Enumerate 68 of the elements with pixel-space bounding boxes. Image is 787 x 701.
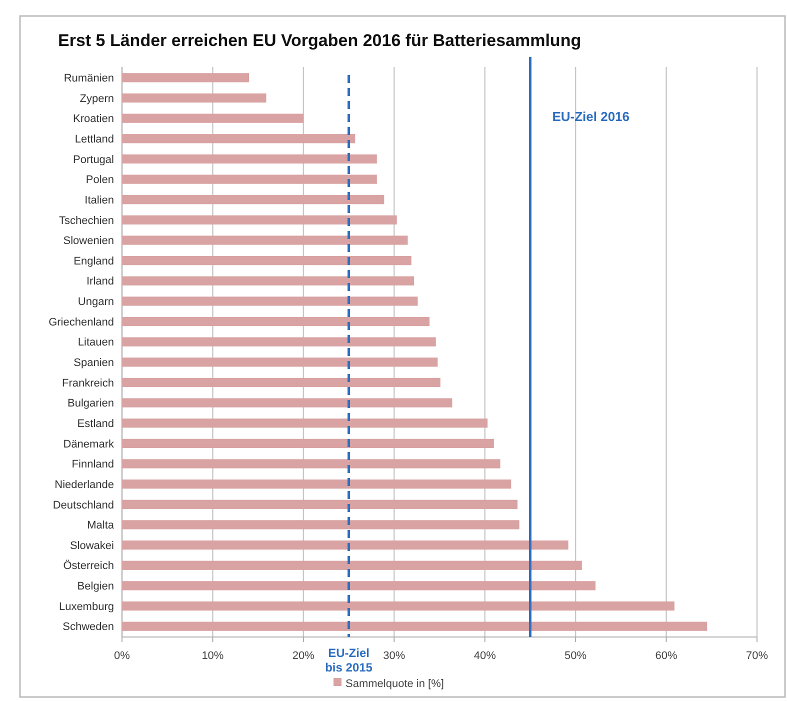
bar (122, 134, 356, 144)
bar (122, 459, 500, 468)
bar (122, 581, 596, 590)
y-tick-label: Ungarn (78, 296, 114, 308)
ref-line-label: EU-Ziel 2016 (552, 109, 630, 124)
y-tick-label: Niederlande (54, 478, 114, 491)
bar (122, 378, 440, 388)
bar (122, 236, 408, 245)
bar (122, 296, 418, 306)
y-tick-label: England (74, 255, 114, 268)
y-tick-label: Irland (86, 276, 114, 288)
y-tick-label: Österreich (63, 559, 114, 572)
y-tick-label: Polen (86, 174, 114, 186)
y-tick-label: Luxemburg (58, 600, 114, 613)
bar (122, 560, 582, 570)
x-tick-label: 10% (202, 650, 224, 662)
y-tick-label: Rumänien (64, 72, 114, 85)
y-tick-label: Litauen (78, 336, 114, 349)
chart-title: Erst 5 Länder erreichen EU Vorgaben 2016 für Batteriesammlung (58, 31, 582, 50)
y-tick-label: Estland (77, 418, 114, 430)
bar (122, 93, 266, 103)
legend-label: Sammelquote in [%] (346, 678, 444, 690)
bar (122, 520, 520, 530)
bar (122, 358, 438, 367)
bar (122, 215, 397, 224)
y-tick-label: Belgien (77, 580, 114, 593)
y-tick-label: Frankreich (62, 377, 114, 390)
bar (122, 256, 412, 266)
y-tick-label: Lettland (74, 133, 114, 146)
y-tick-label: Griechenland (48, 316, 114, 328)
bar (122, 398, 452, 408)
bar (122, 195, 384, 204)
bar (122, 154, 377, 164)
y-tick-label: Deutschland (52, 499, 114, 512)
bar (122, 73, 249, 82)
y-tick-label: Schweden (62, 621, 114, 634)
x-tick-label: 50% (564, 650, 587, 662)
bar (122, 540, 568, 550)
y-tick-label: Portugal (73, 154, 114, 166)
y-tick-label: Kroatien (73, 113, 114, 126)
x-tick-label: 30% (383, 650, 406, 662)
y-tick-label: Bulgarien (68, 398, 114, 410)
bar (122, 601, 674, 611)
y-tick-label: Slowakei (70, 540, 114, 552)
y-tick-label: Dänemark (63, 438, 114, 450)
y-tick-label: Zypern (80, 92, 114, 105)
x-tick-label: 70% (746, 650, 768, 662)
bar (122, 480, 512, 489)
bar (122, 500, 518, 509)
bar (122, 114, 304, 123)
x-tick-label: 40% (474, 650, 496, 662)
bar (122, 276, 414, 286)
y-tick-label: Tschechien (58, 214, 114, 227)
bar (122, 418, 488, 428)
bar (122, 316, 430, 326)
x-tick-label: 60% (655, 650, 678, 662)
x-tick-label: 20% (292, 650, 315, 662)
y-tick-label: Slowenien (63, 235, 114, 248)
y-tick-label: Finnland (72, 458, 114, 471)
x-tick-label: 0% (114, 650, 130, 662)
bar (122, 622, 708, 631)
bar (122, 337, 436, 346)
ref-line-label: EU-Ziel bis 2015 (325, 646, 373, 674)
bar (122, 438, 494, 448)
y-tick-label: Spanien (74, 357, 114, 370)
bar (122, 174, 377, 184)
y-tick-label: Italien (84, 194, 114, 206)
y-tick-label: Malta (87, 520, 115, 532)
